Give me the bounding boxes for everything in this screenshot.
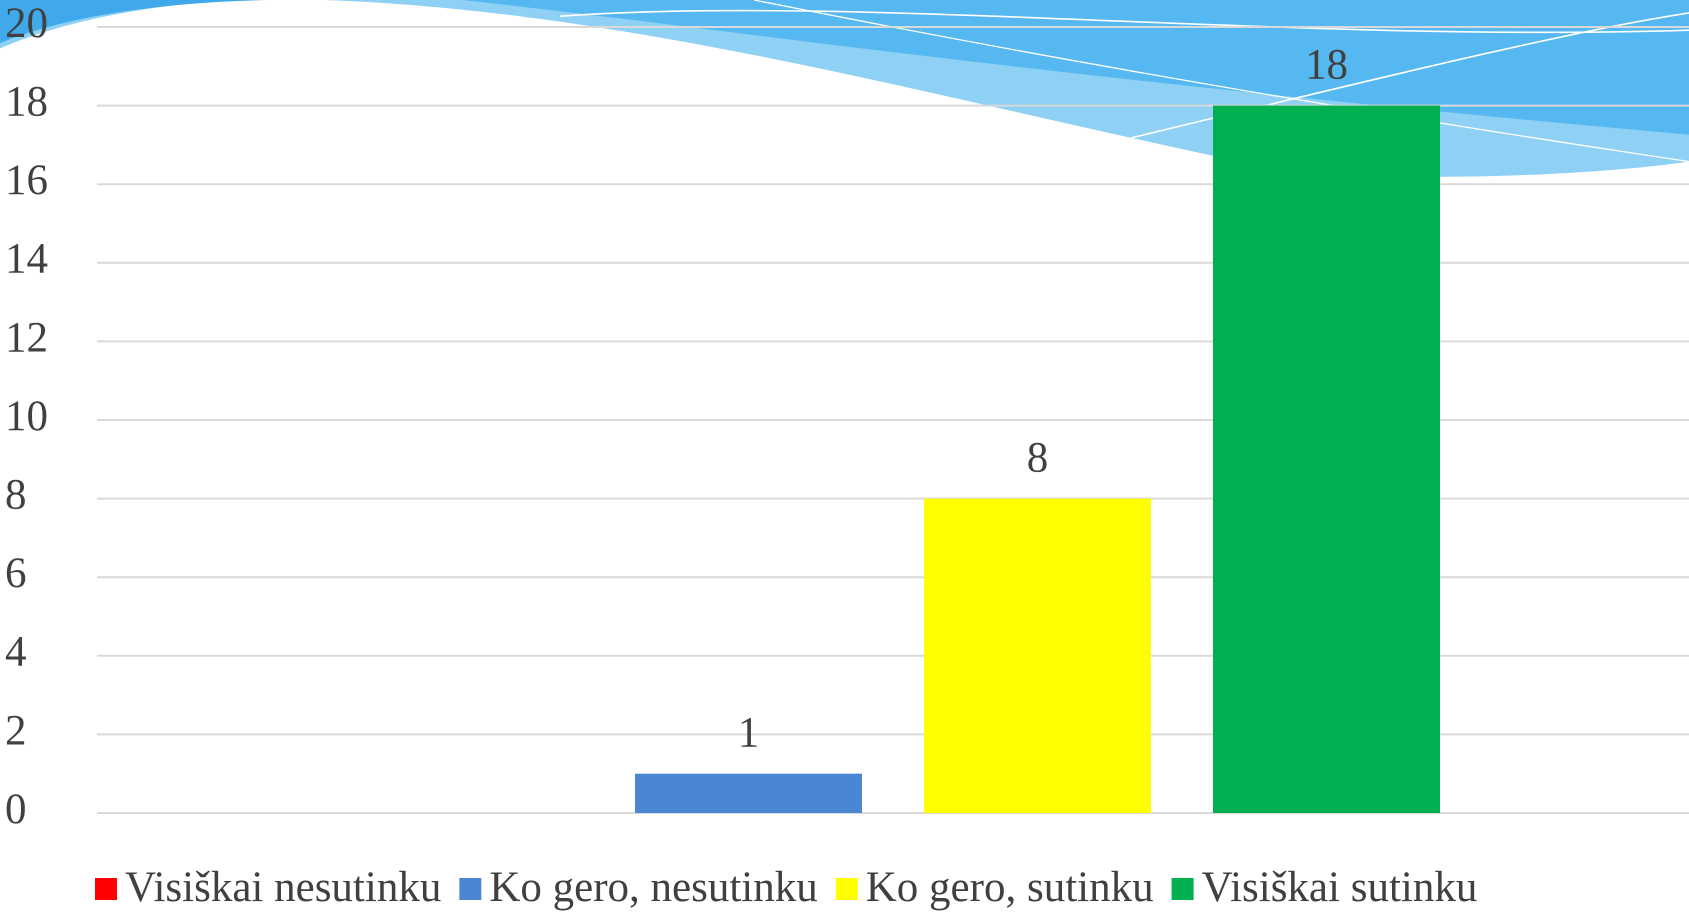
y-tick-label: 20: [5, 0, 48, 47]
data-label: 18: [1305, 41, 1348, 88]
y-tick-label: 4: [5, 629, 27, 676]
legend-label: Visiškai nesutinku: [125, 864, 441, 911]
y-tick-label: 6: [5, 550, 27, 597]
legend-label: Visiškai sutinku: [1202, 864, 1478, 911]
y-tick-label: 12: [5, 314, 48, 361]
y-tick-label: 18: [5, 78, 48, 125]
bar: [635, 774, 862, 813]
legend-swatch: [95, 878, 117, 900]
chart: 024681012141618201818Visiškai nesutinkuK…: [0, 0, 1689, 913]
y-tick-label: 8: [5, 471, 27, 518]
legend-label: Ko gero, sutinku: [866, 864, 1154, 911]
y-tick-label: 2: [5, 707, 27, 754]
data-label: 8: [1027, 434, 1049, 481]
legend-swatch: [1172, 878, 1194, 900]
legend-swatch: [836, 878, 858, 900]
legend-swatch: [459, 878, 481, 900]
bar: [924, 499, 1151, 813]
legend-label: Ko gero, nesutinku: [489, 864, 817, 911]
bar: [1213, 106, 1440, 813]
y-tick-label: 14: [5, 236, 48, 283]
y-tick-label: 16: [5, 157, 48, 204]
y-tick-label: 10: [5, 393, 48, 440]
data-label: 1: [738, 710, 760, 757]
y-tick-label: 0: [5, 786, 27, 833]
